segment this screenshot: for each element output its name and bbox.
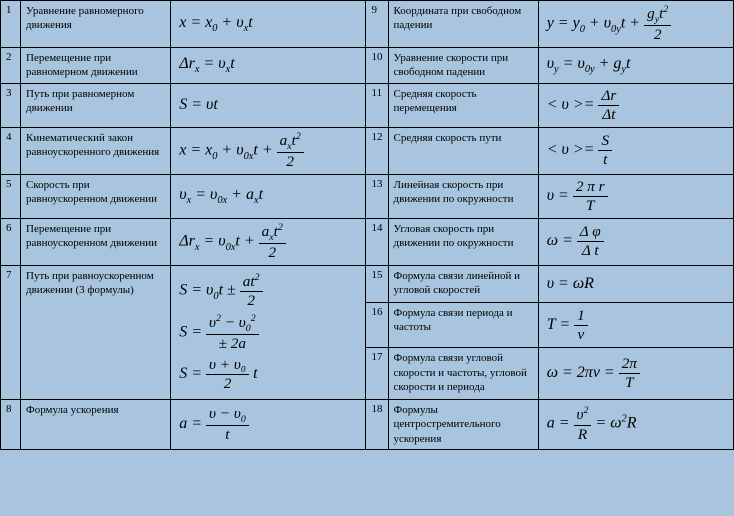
table-row: 8 Формула ускорения a = υ − υ0t 18 Форму… [1, 400, 734, 450]
row-formula: υ = 2 π rT [538, 174, 733, 218]
row-formula: υ = ωR [538, 265, 733, 302]
table-row: 7 Путь при равноускоренном движении (3 ф… [1, 265, 734, 302]
row-desc: Формулы центростремительного ускорения [388, 400, 538, 450]
row-formula: Δrx = υxt [171, 48, 366, 84]
row-desc: Формула ускорения [21, 400, 171, 450]
table-row: 6 Перемещение при равноускоренном движен… [1, 218, 734, 265]
row-number: 3 [1, 83, 21, 127]
row-number: 10 [366, 48, 388, 84]
row-desc: Скорость при равноускоренном движении [21, 174, 171, 218]
row-desc: Кинематический закон равноускоренного дв… [21, 127, 171, 174]
row-desc: Путь при равномерном движении [21, 83, 171, 127]
row-number: 2 [1, 48, 21, 84]
row-desc: Угловая скорость при движении по окружно… [388, 218, 538, 265]
row-formula: < υ >= St [538, 127, 733, 174]
row-number: 12 [366, 127, 388, 174]
row-number: 11 [366, 83, 388, 127]
row-formula: < υ >= ΔrΔt [538, 83, 733, 127]
row-desc: Средняя скорость пути [388, 127, 538, 174]
row-formula: a = υ − υ0t [171, 400, 366, 450]
row-formula: y = y0 + υ0yt + gyt22 [538, 1, 733, 48]
row-formula: S = υ0t ± at22 S = υ2 − υ02± 2a S = υ + … [171, 265, 366, 399]
row-desc: Уравнение скорости при свободном падении [388, 48, 538, 84]
row-number: 13 [366, 174, 388, 218]
row-desc: Формула связи периода и частоты [388, 302, 538, 348]
row-formula: υy = υ0y + gyt [538, 48, 733, 84]
row-desc: Уравнение равномерного движения [21, 1, 171, 48]
table-row: 2 Перемещение при равномерном движении Δ… [1, 48, 734, 84]
row-desc: Координата при свободном падении [388, 1, 538, 48]
row-formula: a = υ2R = ω2R [538, 400, 733, 450]
table-row: 1 Уравнение равномерного движения x = x0… [1, 1, 734, 48]
row-formula: ω = 2πν = 2πT [538, 348, 733, 400]
row-number: 7 [1, 265, 21, 399]
row-number: 4 [1, 127, 21, 174]
row-formula: x = x0 + υ0xt + axt22 [171, 127, 366, 174]
table-row: 3 Путь при равномерном движении S = υt 1… [1, 83, 734, 127]
table-row: 5 Скорость при равноускоренном движении … [1, 174, 734, 218]
row-number: 16 [366, 302, 388, 348]
row-formula: T = 1ν [538, 302, 733, 348]
row-formula: x = x0 + υxt [171, 1, 366, 48]
row-desc: Средняя скорость перемещения [388, 83, 538, 127]
row-formula: Δrx = υ0xt + axt22 [171, 218, 366, 265]
row-number: 17 [366, 348, 388, 400]
table-row: 4 Кинематический закон равноускоренного … [1, 127, 734, 174]
row-number: 5 [1, 174, 21, 218]
physics-formula-table: 1 Уравнение равномерного движения x = x0… [0, 0, 734, 450]
row-desc: Перемещение при равноускоренном движении [21, 218, 171, 265]
row-number: 15 [366, 265, 388, 302]
row-number: 14 [366, 218, 388, 265]
row-desc: Линейная скорость при движении по окружн… [388, 174, 538, 218]
row-number: 18 [366, 400, 388, 450]
row-number: 6 [1, 218, 21, 265]
row-desc: Путь при равноускоренном движении (3 фор… [21, 265, 171, 399]
row-formula: υx = υ0x + axt [171, 174, 366, 218]
row-number: 8 [1, 400, 21, 450]
row-desc: Формула связи угловой скорости и частоты… [388, 348, 538, 400]
row-desc: Перемещение при равномерном движении [21, 48, 171, 84]
row-formula: S = υt [171, 83, 366, 127]
row-desc: Формула связи линейной и угловой скорост… [388, 265, 538, 302]
row-number: 9 [366, 1, 388, 48]
row-number: 1 [1, 1, 21, 48]
row-formula: ω = Δ φΔ t [538, 218, 733, 265]
